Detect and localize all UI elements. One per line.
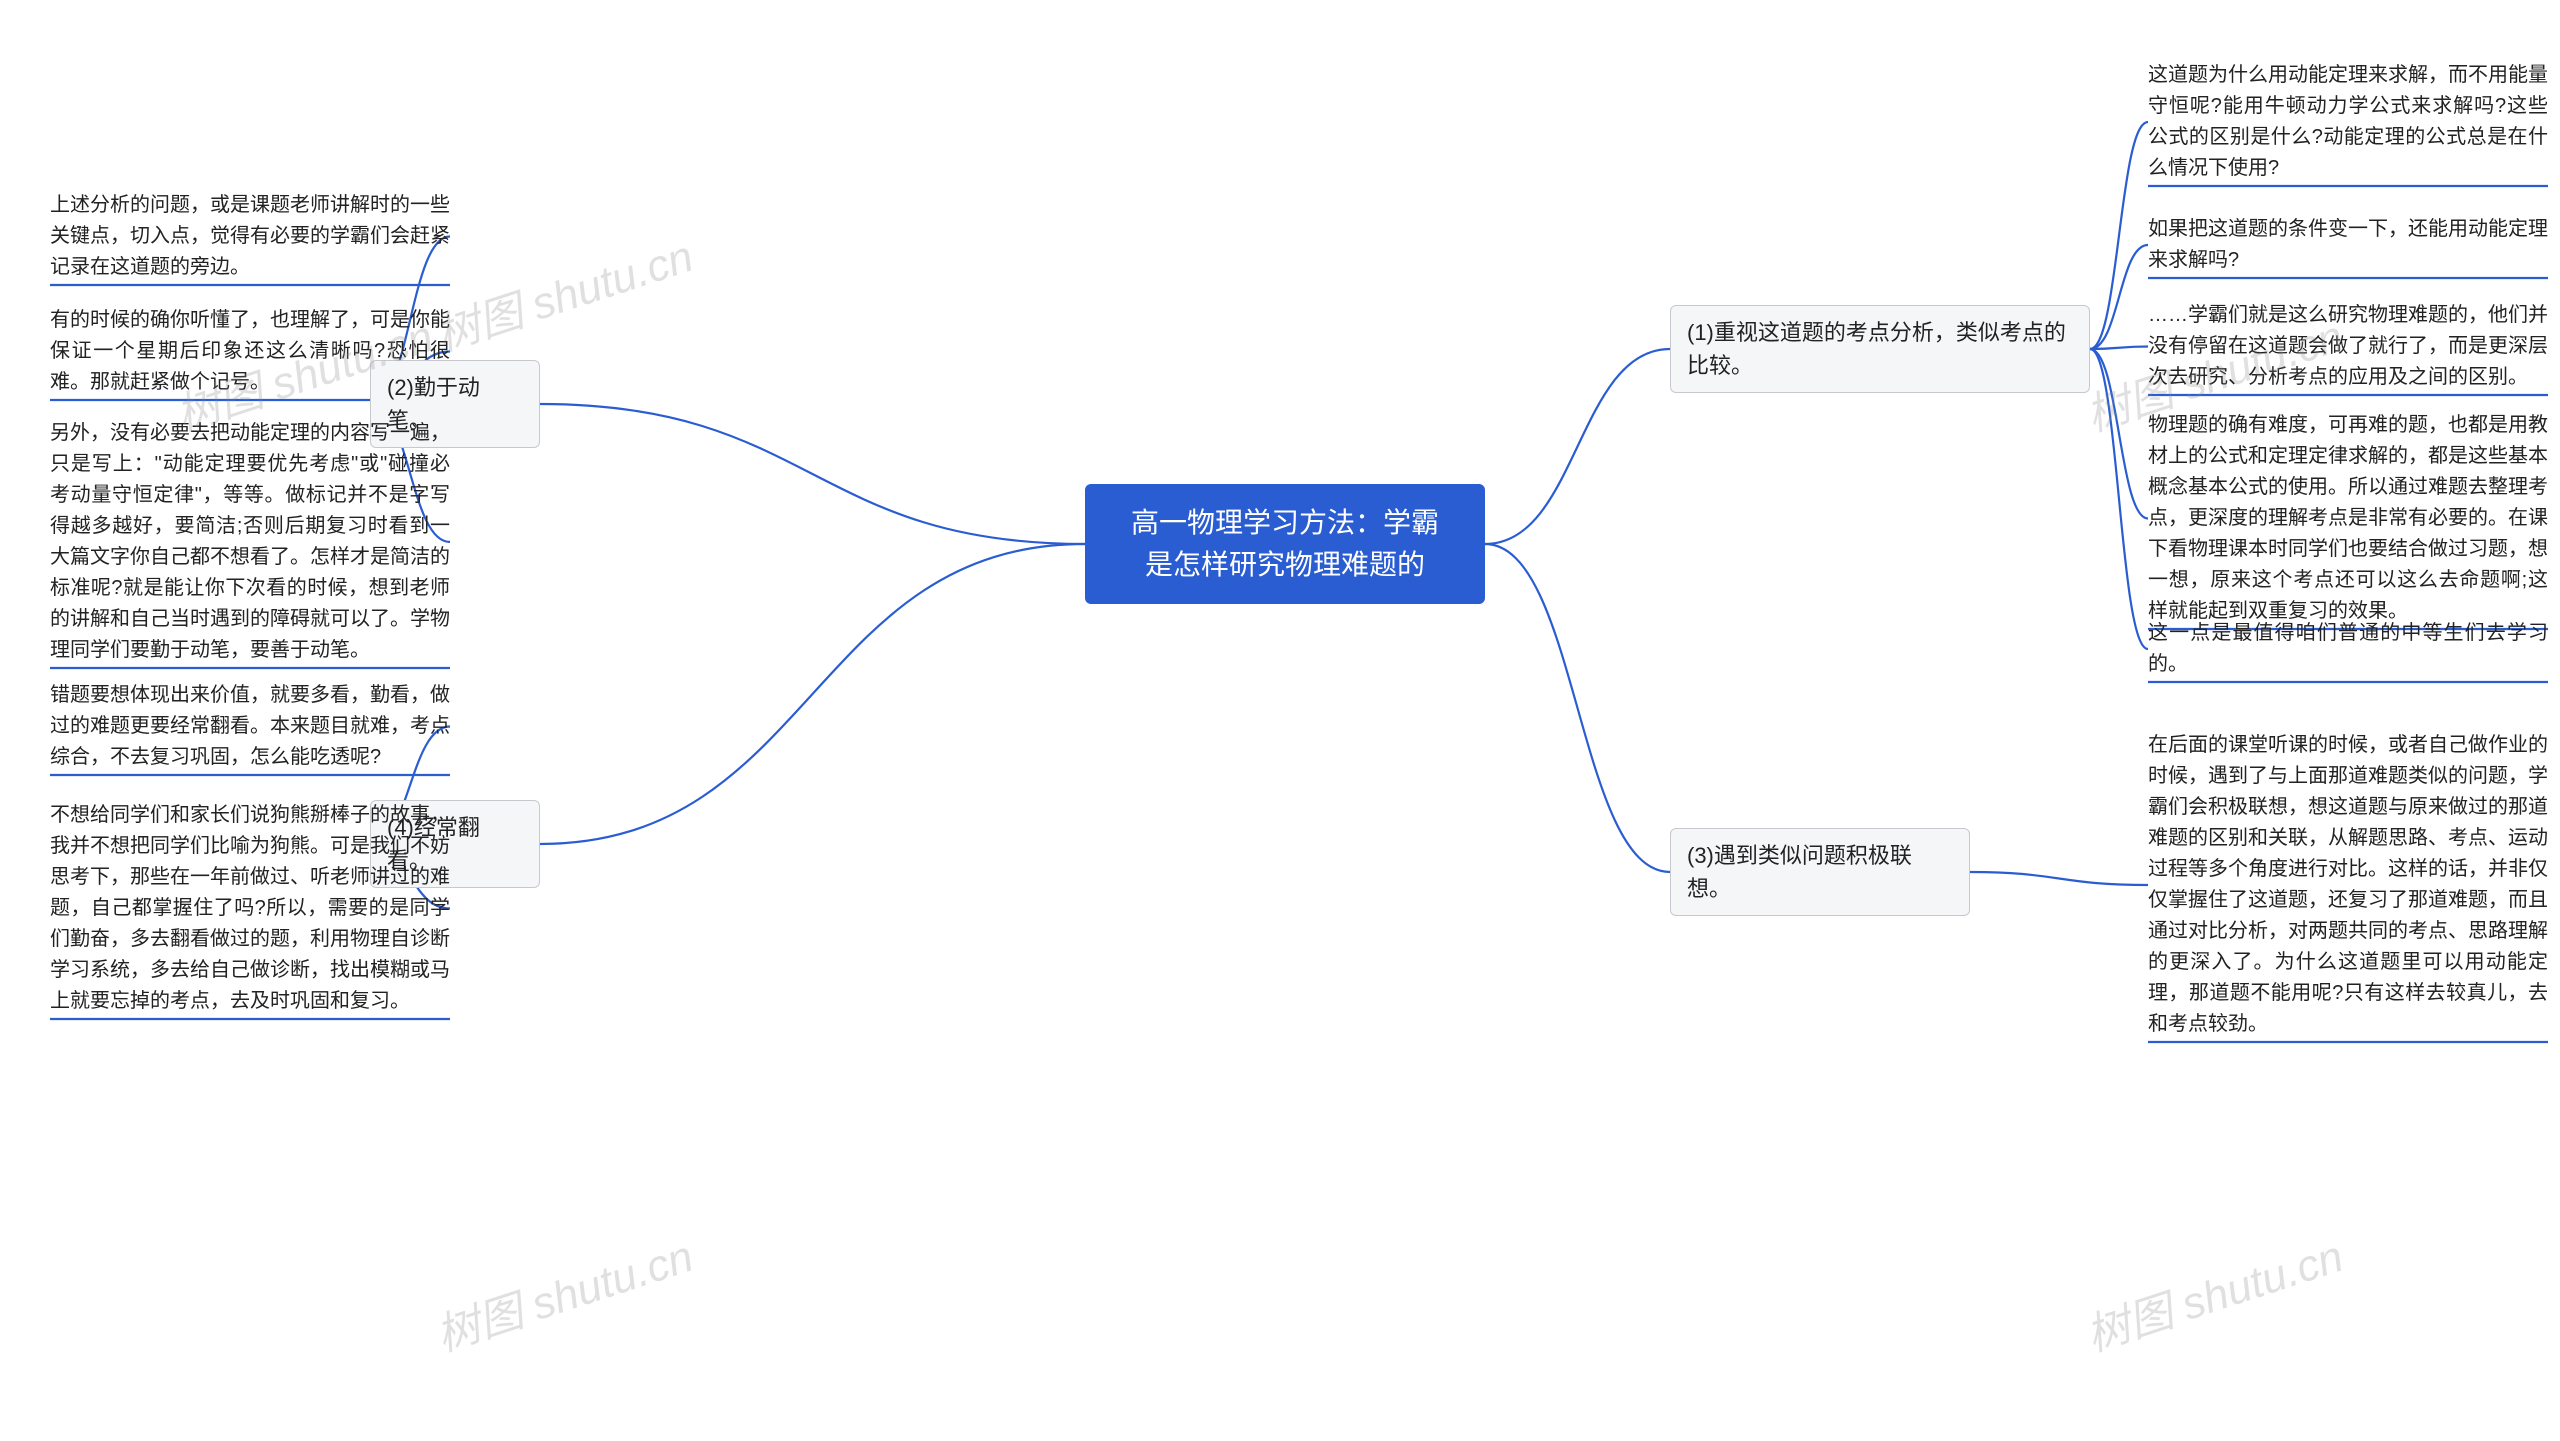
branch-1: (1)重视这道题的考点分析，类似考点的比较。 — [1670, 305, 2090, 393]
leaf-1-3: 物理题的确有难度，可再难的题，也都是用教材上的公式和定理定律求解的，都是这些基本… — [2148, 410, 2548, 627]
leaf-3-0: 在后面的课堂听课的时候，或者自己做作业的时候，遇到了与上面那道难题类似的问题，学… — [2148, 730, 2548, 1040]
leaf-2-1: 有的时候的确你听懂了，也理解了，可是你能保证一个星期后印象还这么清晰吗?恐怕很难… — [50, 305, 450, 398]
leaf-2-0: 上述分析的问题，或是课题老师讲解时的一些关键点，切入点，觉得有必要的学霸们会赶紧… — [50, 190, 450, 283]
leaf-2-2: 另外，没有必要去把动能定理的内容写一遍，只是写上："动能定理要优先考虑"或"碰撞… — [50, 418, 450, 666]
leaf-1-1: 如果把这道题的条件变一下，还能用动能定理来求解吗? — [2148, 214, 2548, 276]
watermark: 树图 shutu.cn — [2077, 1220, 2350, 1363]
leaf-4-0: 错题要想体现出来价值，就要多看，勤看，做过的难题更要经常翻看。本来题目就难，考点… — [50, 680, 450, 773]
center-node: 高一物理学习方法：学霸是怎样研究物理难题的 — [1085, 484, 1485, 604]
branch-3: (3)遇到类似问题积极联想。 — [1670, 828, 1970, 916]
leaf-1-4: 这一点是最值得咱们普通的中等生们去学习的。 — [2148, 618, 2548, 680]
watermark: 树图 shutu.cn — [427, 1220, 700, 1363]
leaf-1-0: 这道题为什么用动能定理来求解，而不用能量守恒呢?能用牛顿动力学公式来求解吗?这些… — [2148, 60, 2548, 184]
mindmap-canvas: 高一物理学习方法：学霸是怎样研究物理难题的 (1)重视这道题的考点分析，类似考点… — [0, 0, 2560, 1441]
watermark: 树图 shutu.cn — [427, 220, 700, 363]
leaf-1-2: ……学霸们就是这么研究物理难题的，他们并没有停留在这道题会做了就行了，而是更深层… — [2148, 300, 2548, 393]
leaf-4-1: 不想给同学们和家长们说狗熊掰棒子的故事，我并不想把同学们比喻为狗熊。可是我们不妨… — [50, 800, 450, 1017]
